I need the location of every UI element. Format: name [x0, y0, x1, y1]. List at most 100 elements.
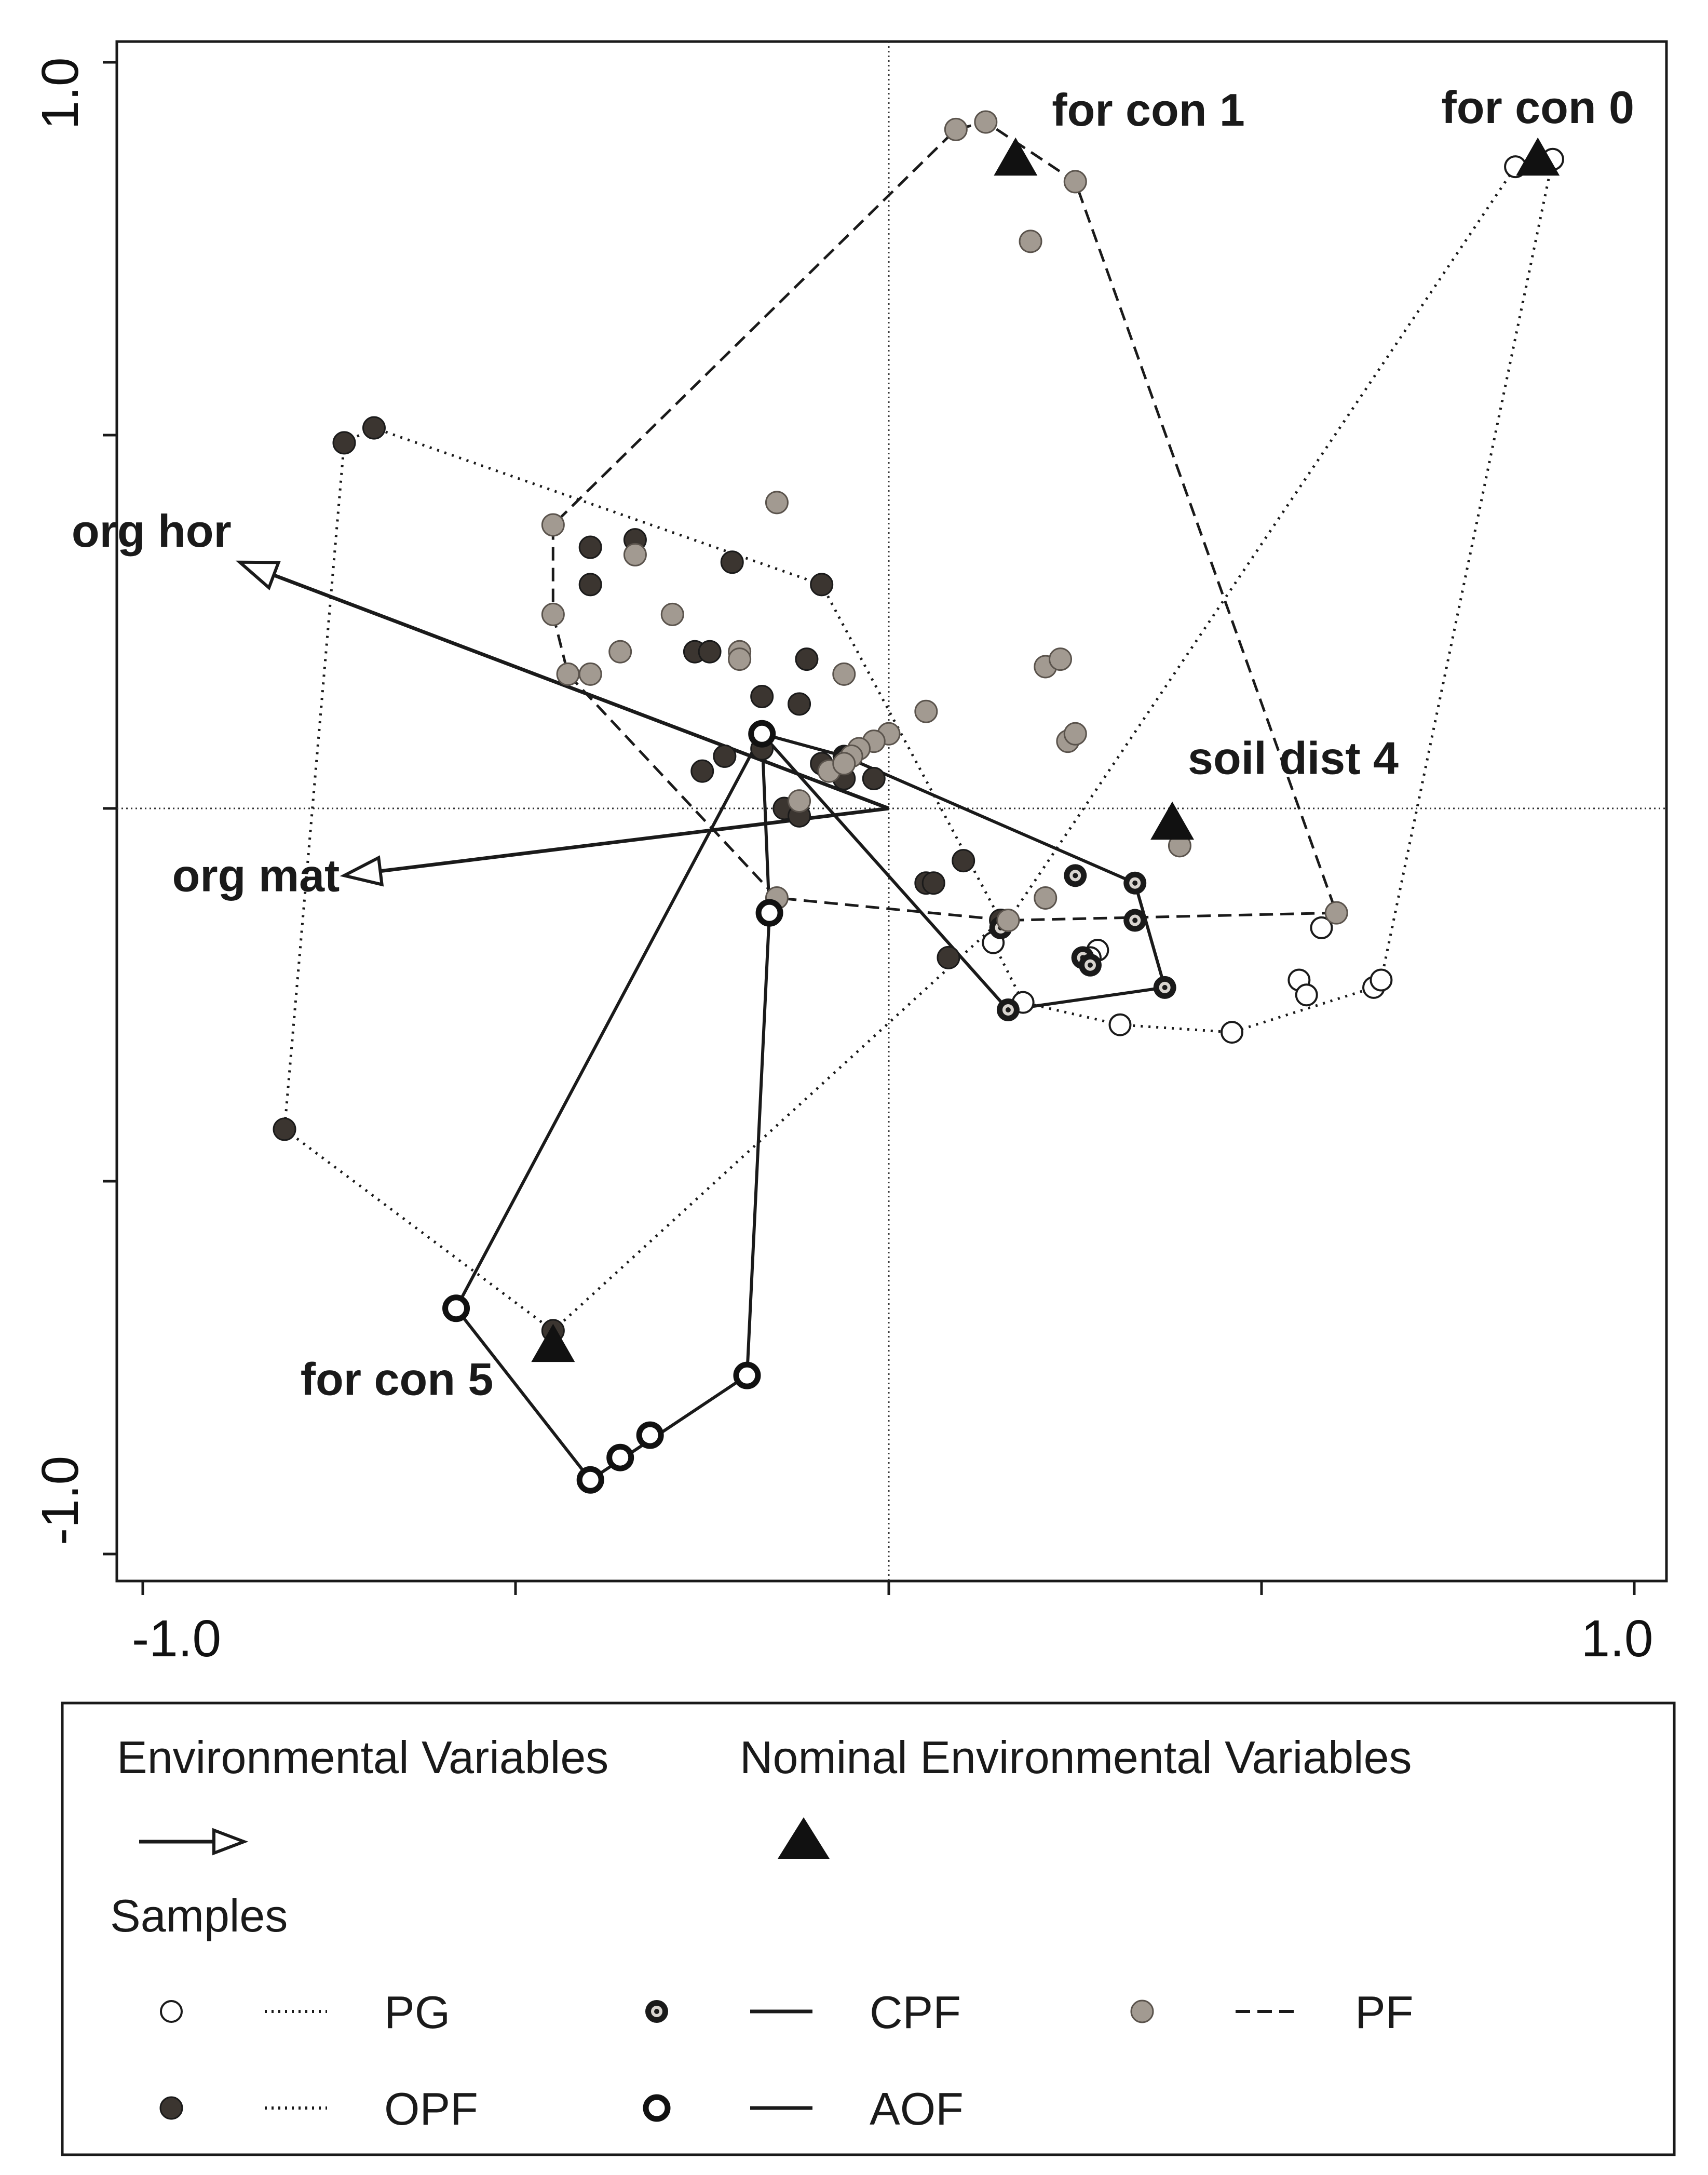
env-arrow-shaft — [273, 573, 890, 810]
sample-point-aof — [733, 1361, 761, 1389]
legend-triangle — [778, 1817, 830, 1859]
sample-point-pf — [788, 789, 811, 813]
sample-point-pf — [660, 602, 684, 626]
sample-point-pf — [1019, 229, 1042, 253]
sample-point-cpf — [996, 998, 1020, 1021]
sample-point-aof — [636, 1421, 664, 1449]
env-label: org hor — [72, 505, 232, 557]
nominal-triangle — [994, 137, 1038, 176]
sample-point-pf — [832, 752, 856, 776]
sample-point-pf — [1063, 722, 1087, 746]
y-tick-label-bottom: -1.0 — [31, 1456, 89, 1545]
plot-frame — [115, 40, 1668, 1583]
sample-point-aof — [755, 899, 783, 927]
legend-marker-opf — [159, 2096, 183, 2120]
legend: Environmental Variables Nominal Environm… — [61, 1701, 1676, 2156]
hull-aof — [454, 732, 771, 1482]
sample-point-opf — [578, 573, 602, 597]
sample-point-pf — [623, 543, 647, 566]
legend-arrow-head — [212, 1828, 249, 1856]
sample-point-opf — [788, 692, 811, 716]
sample-point-cpf — [1064, 864, 1087, 887]
sample-point-pf — [1049, 647, 1073, 671]
sample-point-pf — [541, 602, 565, 626]
sample-point-opf — [937, 945, 960, 969]
hull-pg — [992, 158, 1554, 1034]
legend-label-opf: OPF — [384, 2083, 478, 2135]
legend-env-title: Environmental Variables — [117, 1732, 608, 1783]
y-tick-label-top: 1.0 — [31, 57, 89, 129]
legend-nominal-title: Nominal Environmental Variables — [740, 1732, 1412, 1783]
legend-label-aof: AOF — [870, 2083, 964, 2135]
nominal-label: for con 1 — [1052, 84, 1245, 136]
sample-point-opf — [810, 573, 834, 597]
sample-point-opf — [720, 550, 744, 574]
env-arrow-head — [340, 855, 384, 887]
sample-point-cpf — [1078, 953, 1102, 977]
sample-point-cpf — [1123, 909, 1147, 932]
sample-point-opf — [862, 767, 886, 791]
sample-point-opf — [273, 1117, 296, 1141]
point-layer — [273, 110, 1564, 1494]
sample-point-opf — [921, 871, 945, 895]
sample-point-opf — [713, 744, 737, 768]
sample-point-pf — [765, 491, 789, 515]
sample-point-pf — [578, 662, 602, 686]
legend-marker-pf — [1130, 2000, 1154, 2023]
x-axis: -1.0 1.0 — [132, 1581, 1653, 1668]
nominal-label: for con 5 — [301, 1354, 494, 1405]
legend-entries: PG CPF PF OPF AOF — [139, 1817, 1413, 2135]
hull-layer — [283, 120, 1554, 1482]
env-arrow-shaft — [380, 806, 889, 873]
sample-point-opf — [690, 759, 714, 783]
x-tick-label-left: -1.0 — [132, 1610, 221, 1668]
env-label: org mat — [172, 849, 340, 901]
sample-point-pg — [1370, 968, 1393, 992]
sample-point-pf — [832, 662, 856, 686]
sample-point-opf — [795, 647, 819, 671]
sample-point-cpf — [1153, 976, 1176, 999]
sample-point-pg — [1108, 1013, 1132, 1036]
hull-cpf — [760, 732, 1167, 1011]
nominal-label: soil dist 4 — [1188, 733, 1399, 784]
sample-point-opf — [750, 684, 774, 708]
sample-point-opf — [698, 640, 722, 664]
sample-point-opf — [332, 431, 356, 455]
nominal-triangle — [1516, 137, 1560, 176]
sample-point-opf — [578, 535, 602, 559]
legend-marker-pg — [160, 2000, 183, 2023]
sample-point-pf — [556, 662, 580, 686]
env-arrow-head — [235, 560, 281, 591]
legend-samples-title: Samples — [110, 1890, 288, 1941]
nominal-layer — [531, 137, 1560, 1362]
legend-marker-aof — [643, 2094, 671, 2122]
sample-point-pf — [1063, 170, 1087, 194]
sample-point-pf — [608, 640, 632, 664]
sample-point-pg — [1221, 1021, 1244, 1044]
sample-point-pf — [1324, 901, 1348, 925]
sample-point-pf — [996, 909, 1020, 933]
sample-point-pf — [914, 699, 938, 723]
nominal-label: for con 0 — [1441, 82, 1634, 133]
sample-point-pf — [728, 647, 752, 671]
sample-point-pg — [1295, 983, 1318, 1007]
legend-label-cpf: CPF — [870, 1987, 961, 2038]
legend-marker-cpf — [645, 2000, 668, 2023]
nominal-triangle — [531, 1323, 575, 1362]
sample-point-pf — [974, 110, 998, 134]
sample-point-pf — [1034, 886, 1058, 910]
label-layer: org hor org mat for con 1 for con 0 soil dis… — [72, 82, 1634, 1405]
sample-point-pf — [541, 513, 565, 537]
legend-label-pf: PF — [1355, 1987, 1413, 2038]
sample-point-opf — [952, 849, 975, 873]
sample-point-pf — [944, 117, 968, 141]
sample-point-aof — [606, 1443, 634, 1471]
legend-box — [61, 1701, 1676, 2156]
legend-label-pg: PG — [384, 1987, 450, 2038]
sample-point-aof — [576, 1466, 604, 1494]
sample-point-aof — [442, 1294, 470, 1322]
sample-point-aof — [748, 720, 776, 748]
arrow-layer — [235, 560, 890, 887]
sample-point-cpf — [1123, 871, 1147, 895]
